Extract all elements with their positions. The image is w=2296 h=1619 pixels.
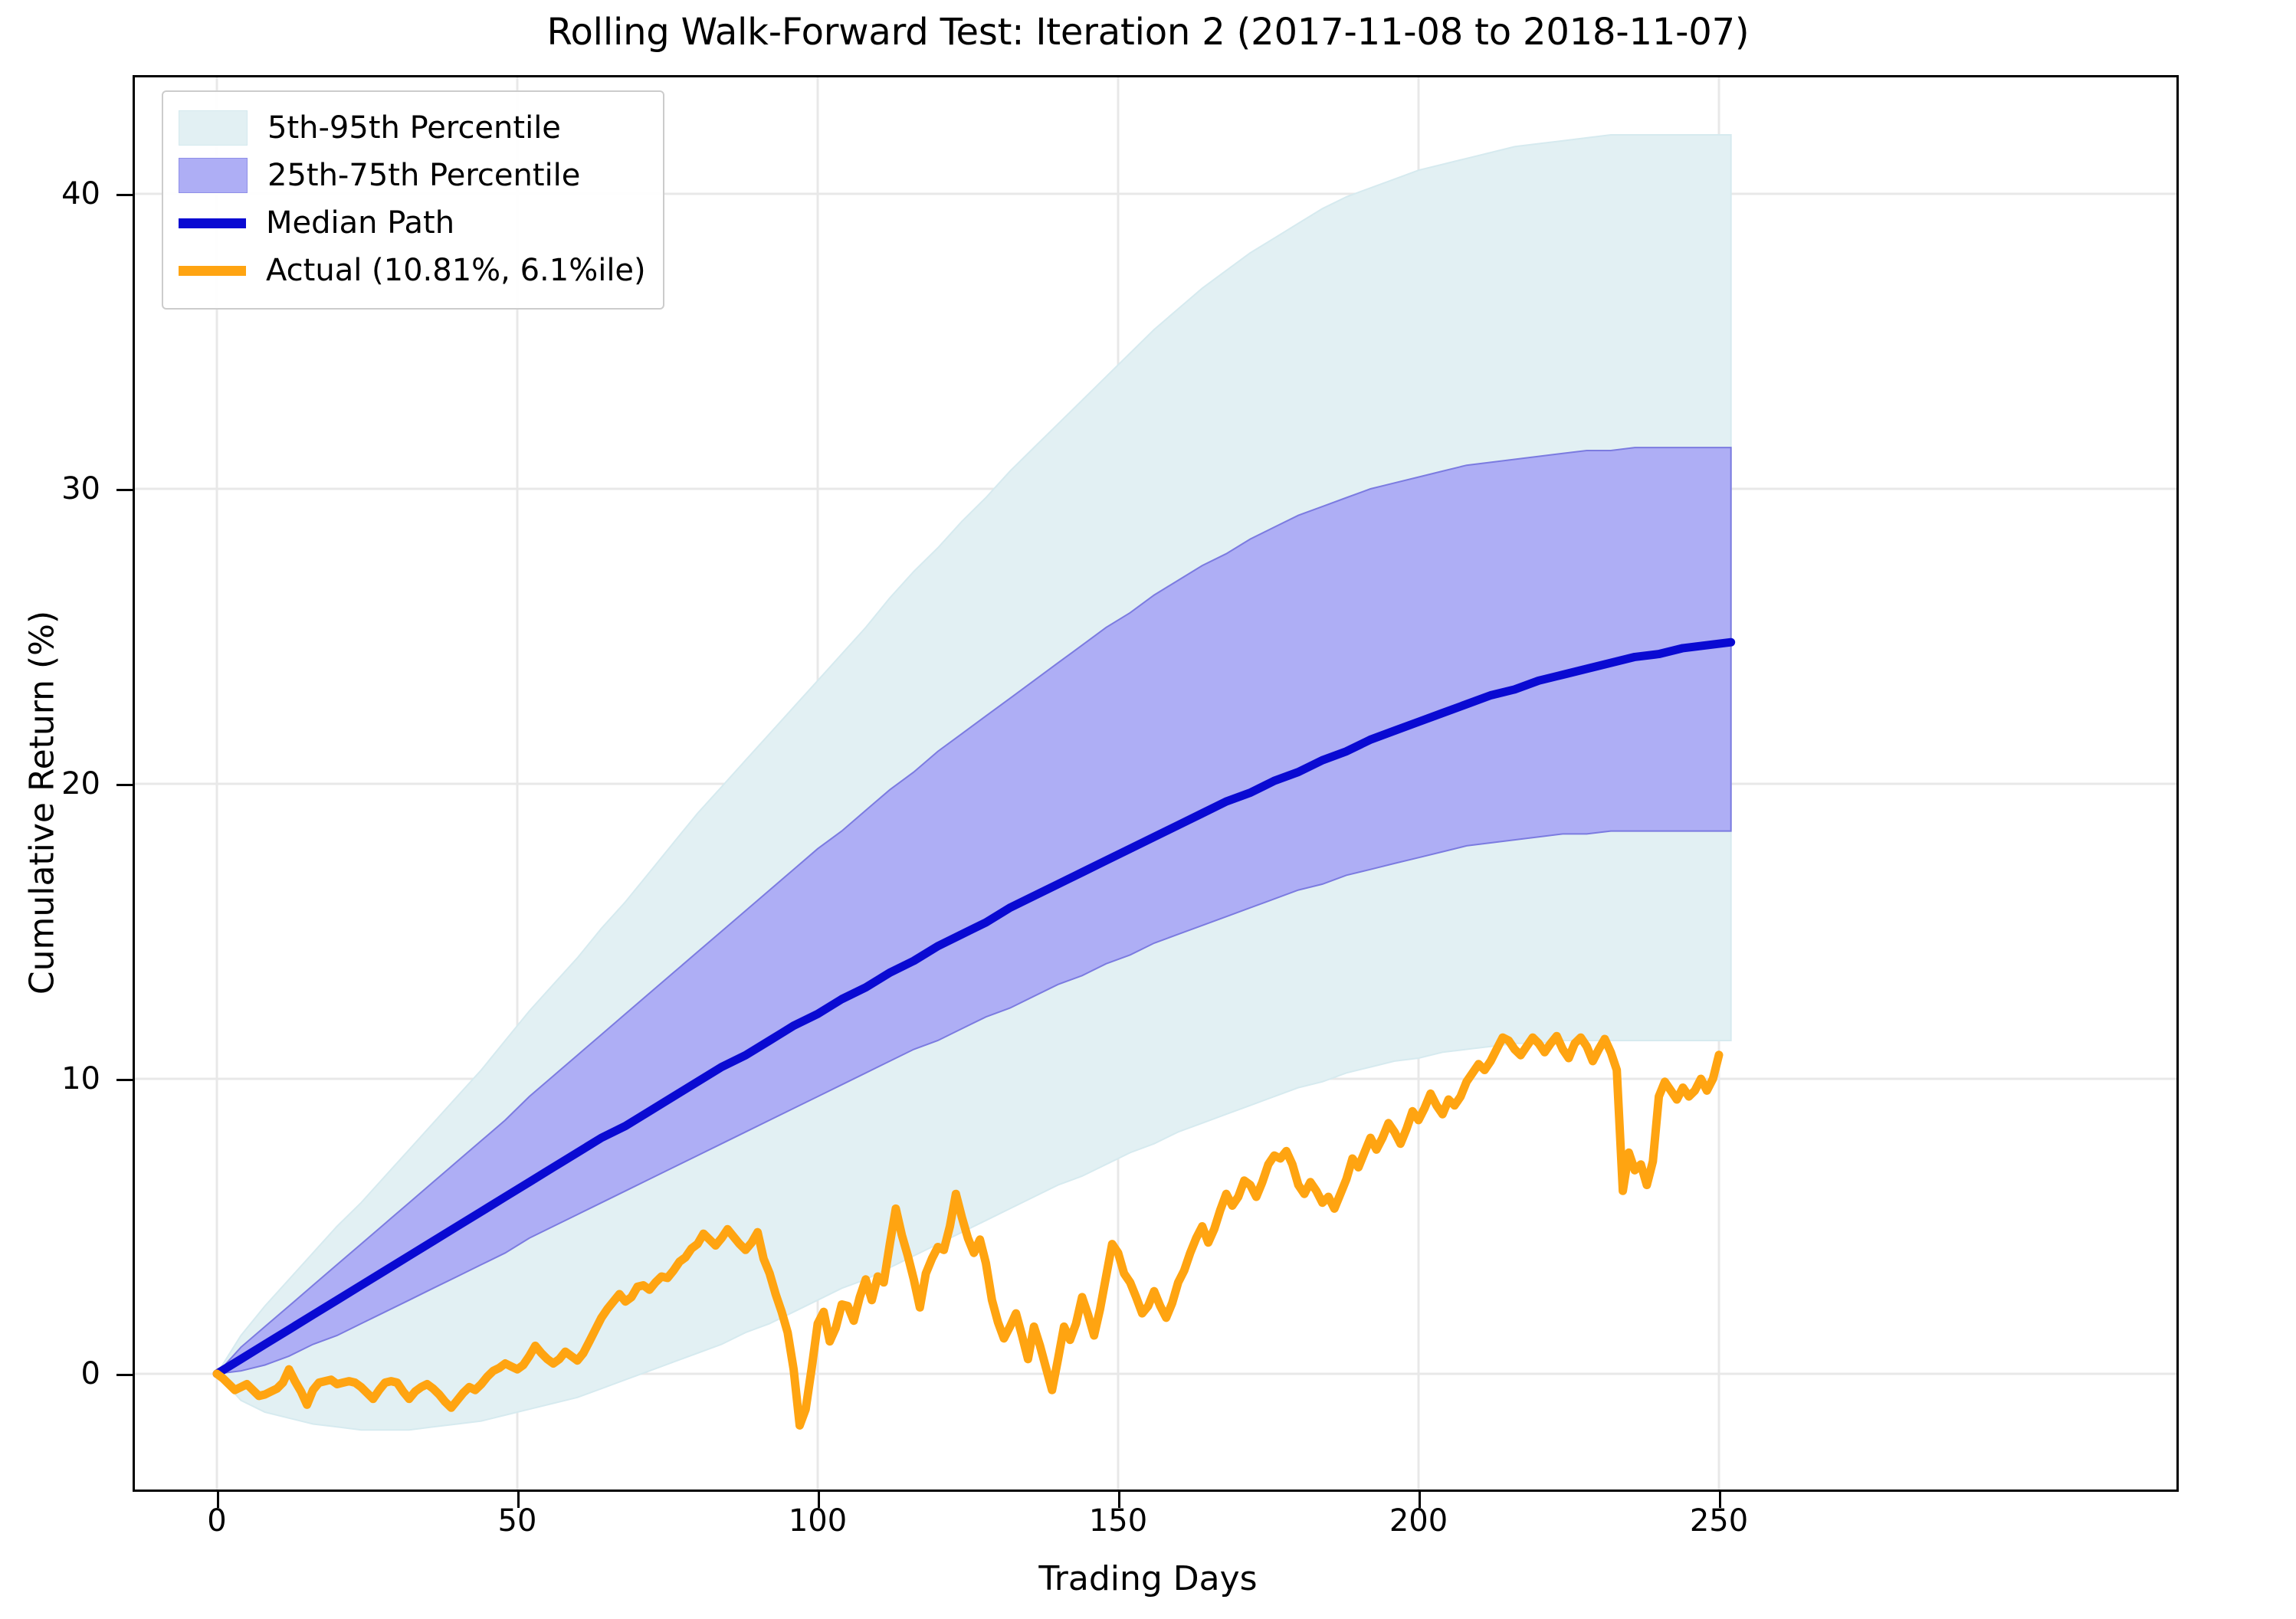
y-tick-label-40: 40 (61, 176, 100, 211)
x-axis-label: Trading Days (1038, 1559, 1258, 1598)
x-tick-mark-150 (1118, 1492, 1120, 1508)
legend-label-25-75: 25th-75th Percentile (267, 158, 581, 193)
legend: 5th-95th Percentile 25th-75th Percentile… (162, 90, 664, 310)
x-tick-label-0: 0 (207, 1503, 227, 1539)
x-tick-label-250: 250 (1689, 1503, 1749, 1539)
legend-item-5-95: 5th-95th Percentile (179, 104, 646, 152)
y-tick-mark-20 (116, 784, 133, 786)
x-tick-label-200: 200 (1389, 1503, 1448, 1539)
y-tick-label-30: 30 (61, 471, 100, 506)
legend-swatch-band-25-75-icon (179, 158, 248, 193)
legend-swatch-band-5-95-icon (179, 110, 248, 146)
y-tick-mark-0 (116, 1374, 133, 1376)
y-tick-label-0: 0 (80, 1356, 100, 1391)
median-path-line (212, 637, 1736, 1378)
legend-item-median: Median Path (179, 199, 646, 247)
x-tick-mark-200 (1419, 1492, 1421, 1508)
actual-path-line (212, 1031, 1724, 1430)
y-tick-label-10: 10 (61, 1061, 100, 1096)
x-tick-mark-250 (1719, 1492, 1721, 1508)
legend-item-25-75: 25th-75th Percentile (179, 152, 646, 199)
x-tick-mark-100 (818, 1492, 820, 1508)
x-tick-mark-0 (217, 1492, 219, 1508)
x-tick-label-50: 50 (497, 1503, 537, 1539)
legend-label-actual: Actual (10.81%, 6.1%ile) (266, 253, 646, 288)
plot-svg (135, 77, 2176, 1490)
page-title: Rolling Walk-Forward Test: Iteration 2 (… (546, 11, 1750, 54)
legend-swatch-actual-line-icon (179, 265, 246, 276)
x-tick-label-150: 150 (1088, 1503, 1148, 1539)
legend-swatch-median-line-icon (179, 218, 246, 228)
legend-label-5-95: 5th-95th Percentile (267, 110, 561, 146)
y-tick-mark-30 (116, 489, 133, 491)
legend-item-actual: Actual (10.81%, 6.1%ile) (179, 247, 646, 294)
x-tick-label-100: 100 (788, 1503, 848, 1539)
plot-area (133, 75, 2179, 1492)
legend-label-median: Median Path (266, 205, 455, 241)
y-tick-mark-10 (116, 1079, 133, 1081)
y-tick-mark-40 (116, 194, 133, 196)
y-axis-label: Cumulative Return (%) (22, 610, 62, 995)
x-tick-mark-50 (517, 1492, 520, 1508)
y-tick-label-20: 20 (61, 766, 100, 801)
